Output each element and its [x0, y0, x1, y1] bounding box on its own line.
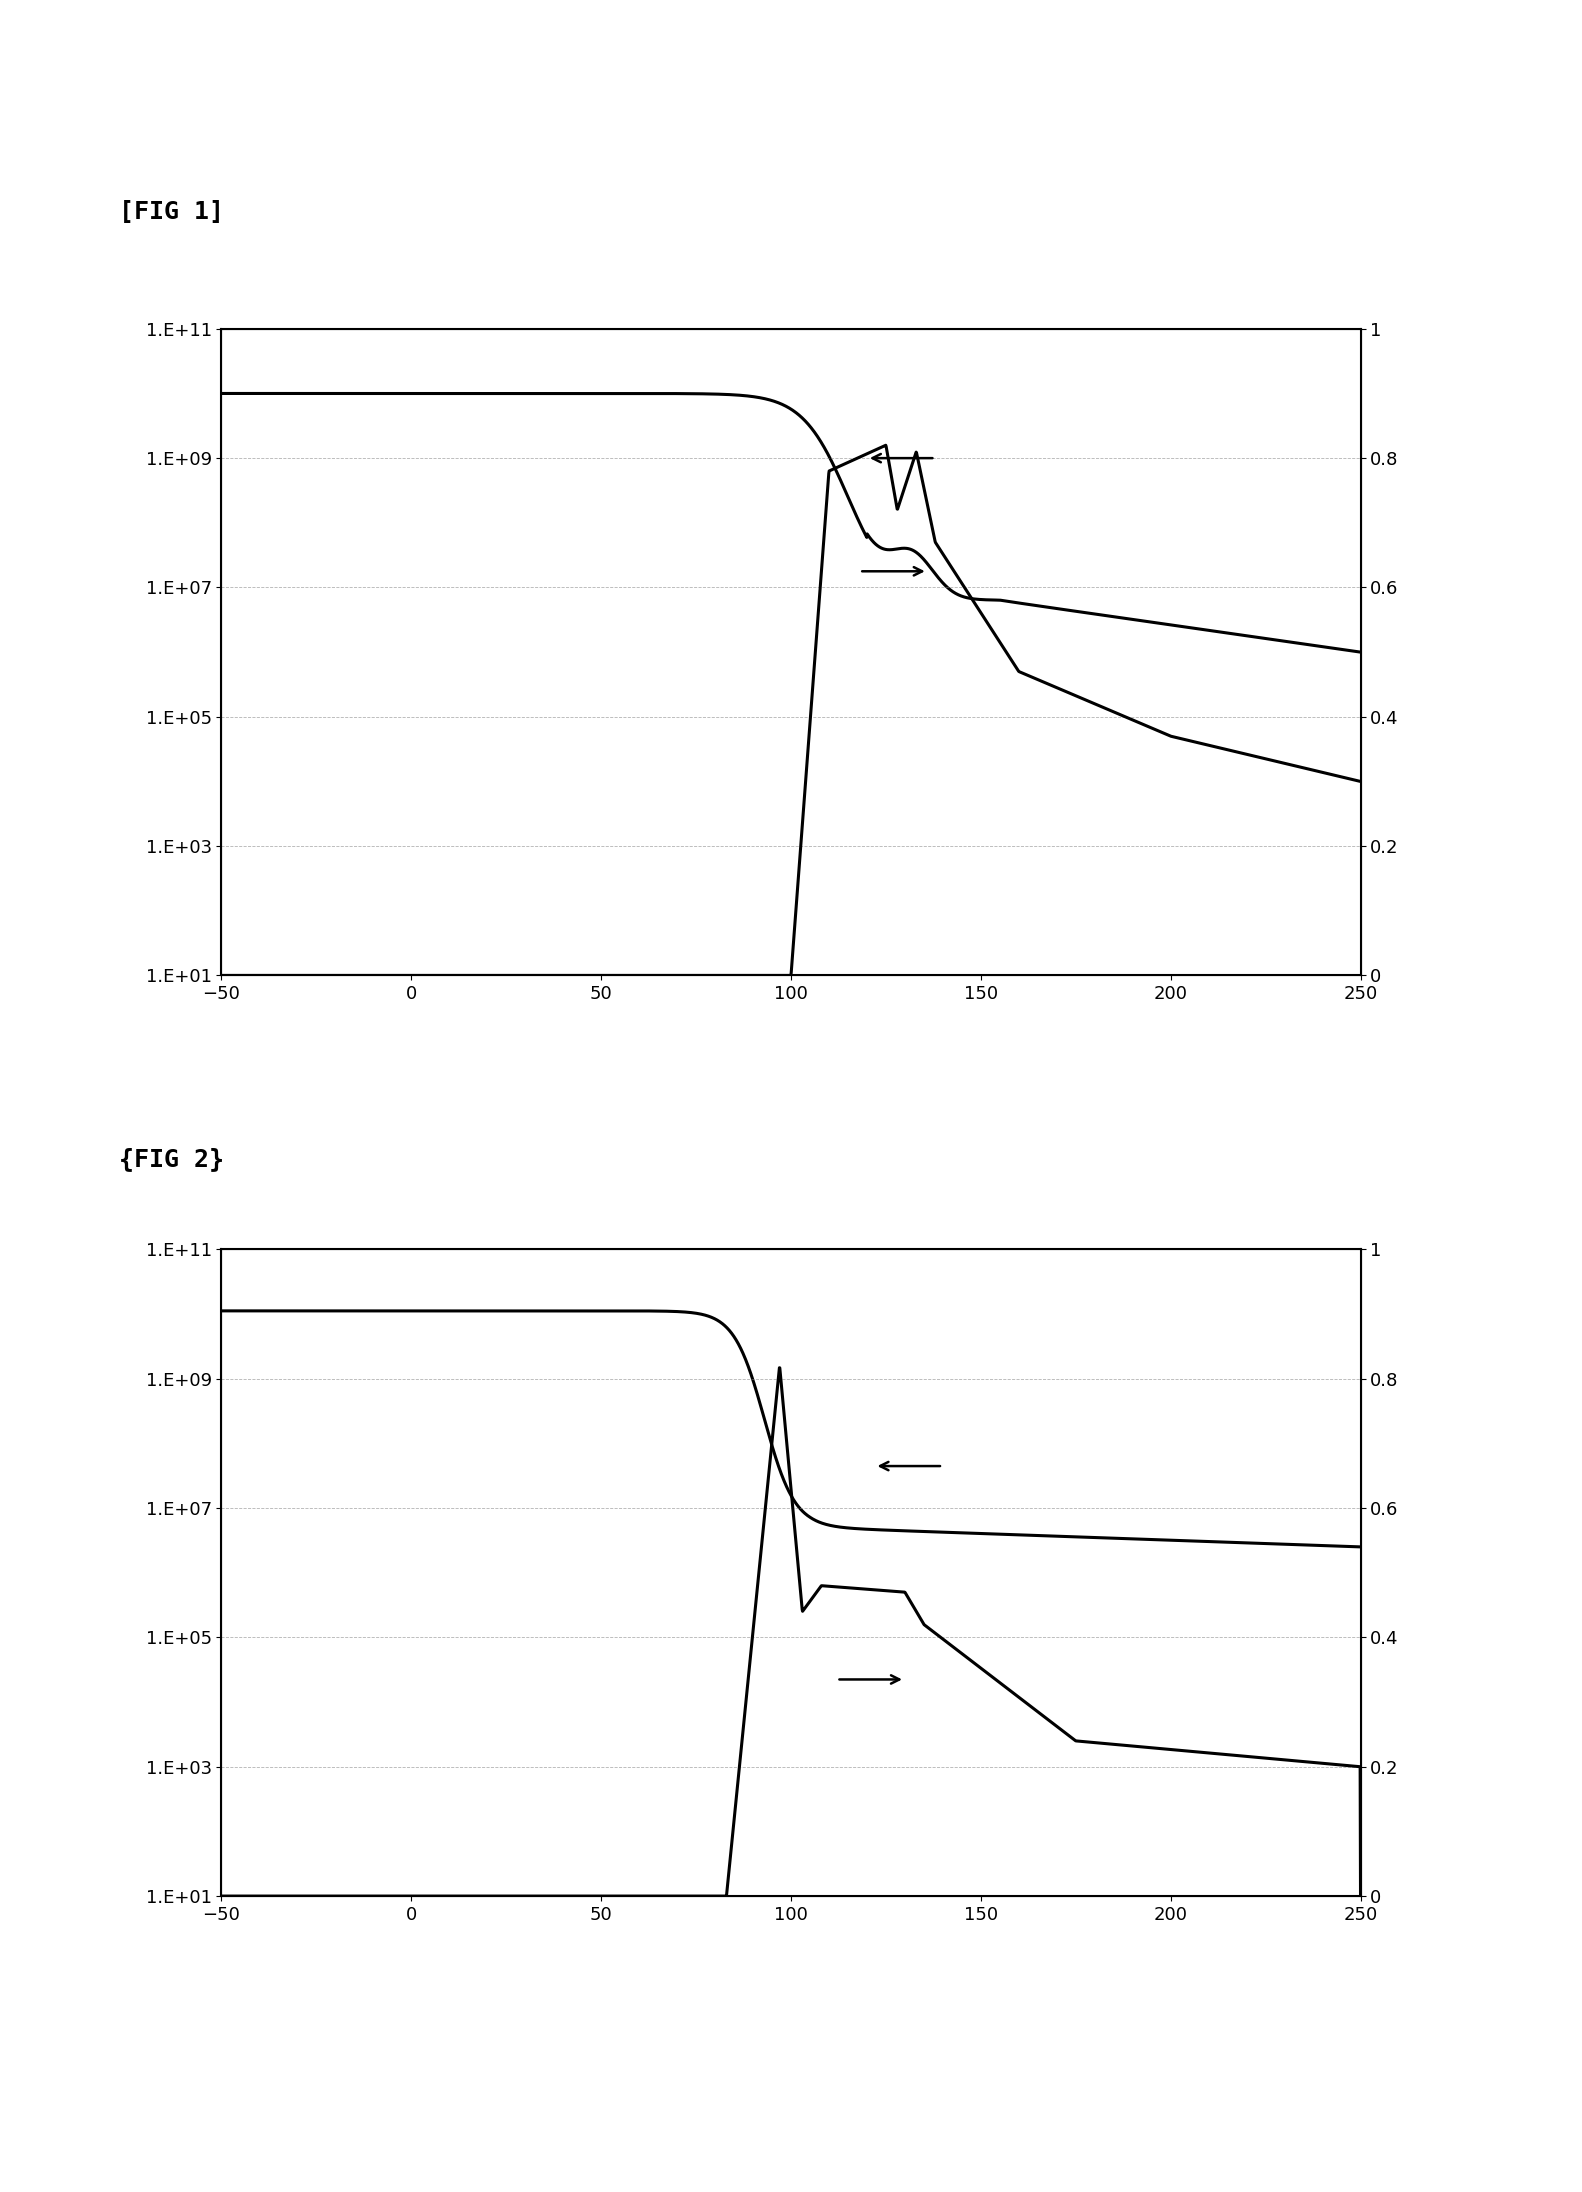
Text: {FIG 2}: {FIG 2} [119, 1146, 223, 1171]
Text: [FIG 1]: [FIG 1] [119, 199, 223, 224]
